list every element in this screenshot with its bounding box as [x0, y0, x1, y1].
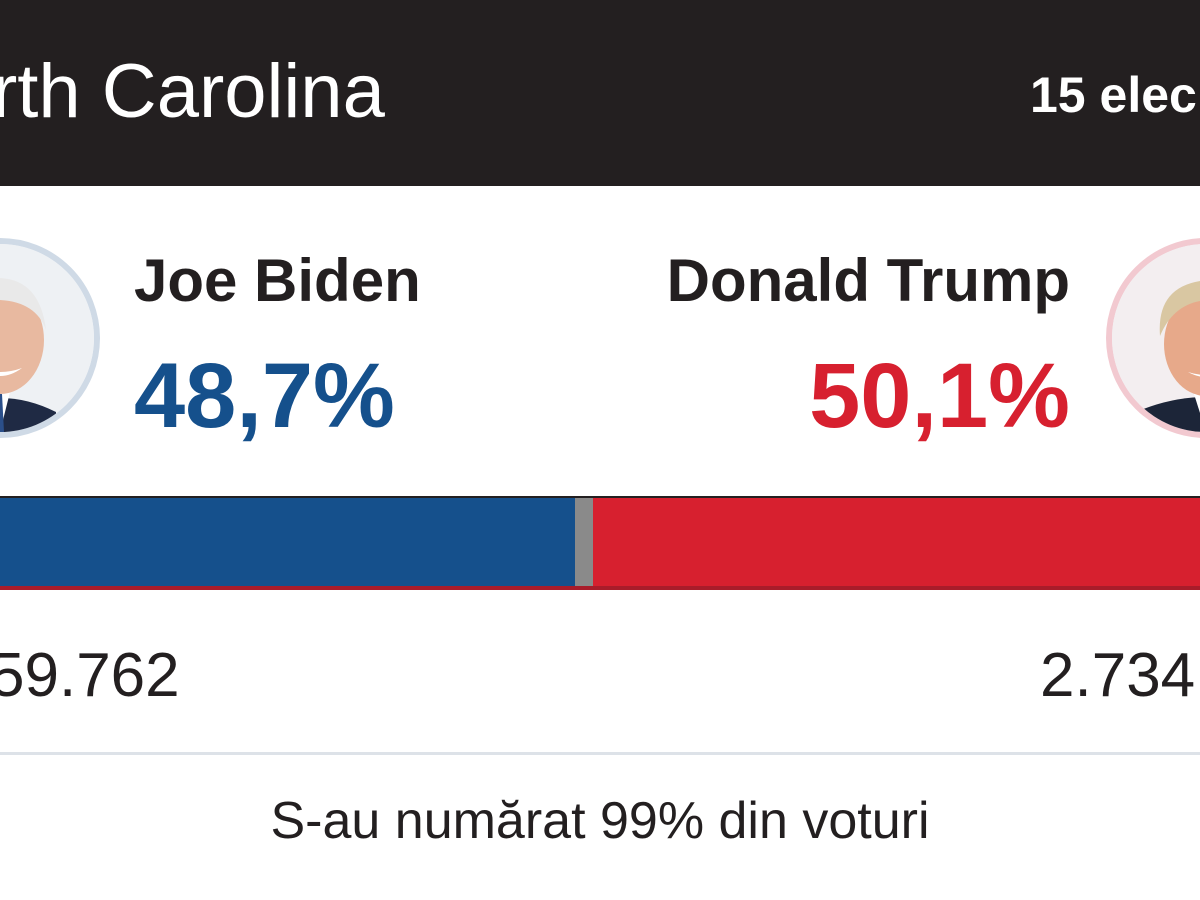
footer-divider [0, 752, 1200, 755]
portrait-icon [1112, 244, 1200, 432]
results-bar-trump [592, 498, 1200, 586]
results-bar-top-line [0, 496, 1200, 498]
candidate-avatar-trump [1106, 238, 1200, 438]
candidate-name-left: Joe Biden [134, 247, 421, 314]
state-title: rth Carolina [0, 49, 385, 134]
results-bar-midpoint [574, 498, 593, 586]
candidate-votes-right: 2.734 [1040, 641, 1196, 710]
candidate-percent-right: 50,1% [809, 345, 1070, 447]
candidate-votes-left: 59.762 [0, 641, 180, 710]
results-bar-underline [0, 586, 1200, 590]
race-header: rth Carolina 15 elec [0, 0, 1200, 186]
candidate-name-right: Donald Trump [666, 247, 1070, 314]
electoral-votes-label: 15 elec [1030, 67, 1197, 123]
votes-counted-status: S-au numărat 99% din voturi [270, 792, 930, 850]
portrait-icon [0, 244, 94, 432]
candidate-percent-left: 48,7% [134, 345, 395, 447]
results-bar-biden [0, 498, 575, 586]
candidate-avatar-biden [0, 238, 100, 438]
